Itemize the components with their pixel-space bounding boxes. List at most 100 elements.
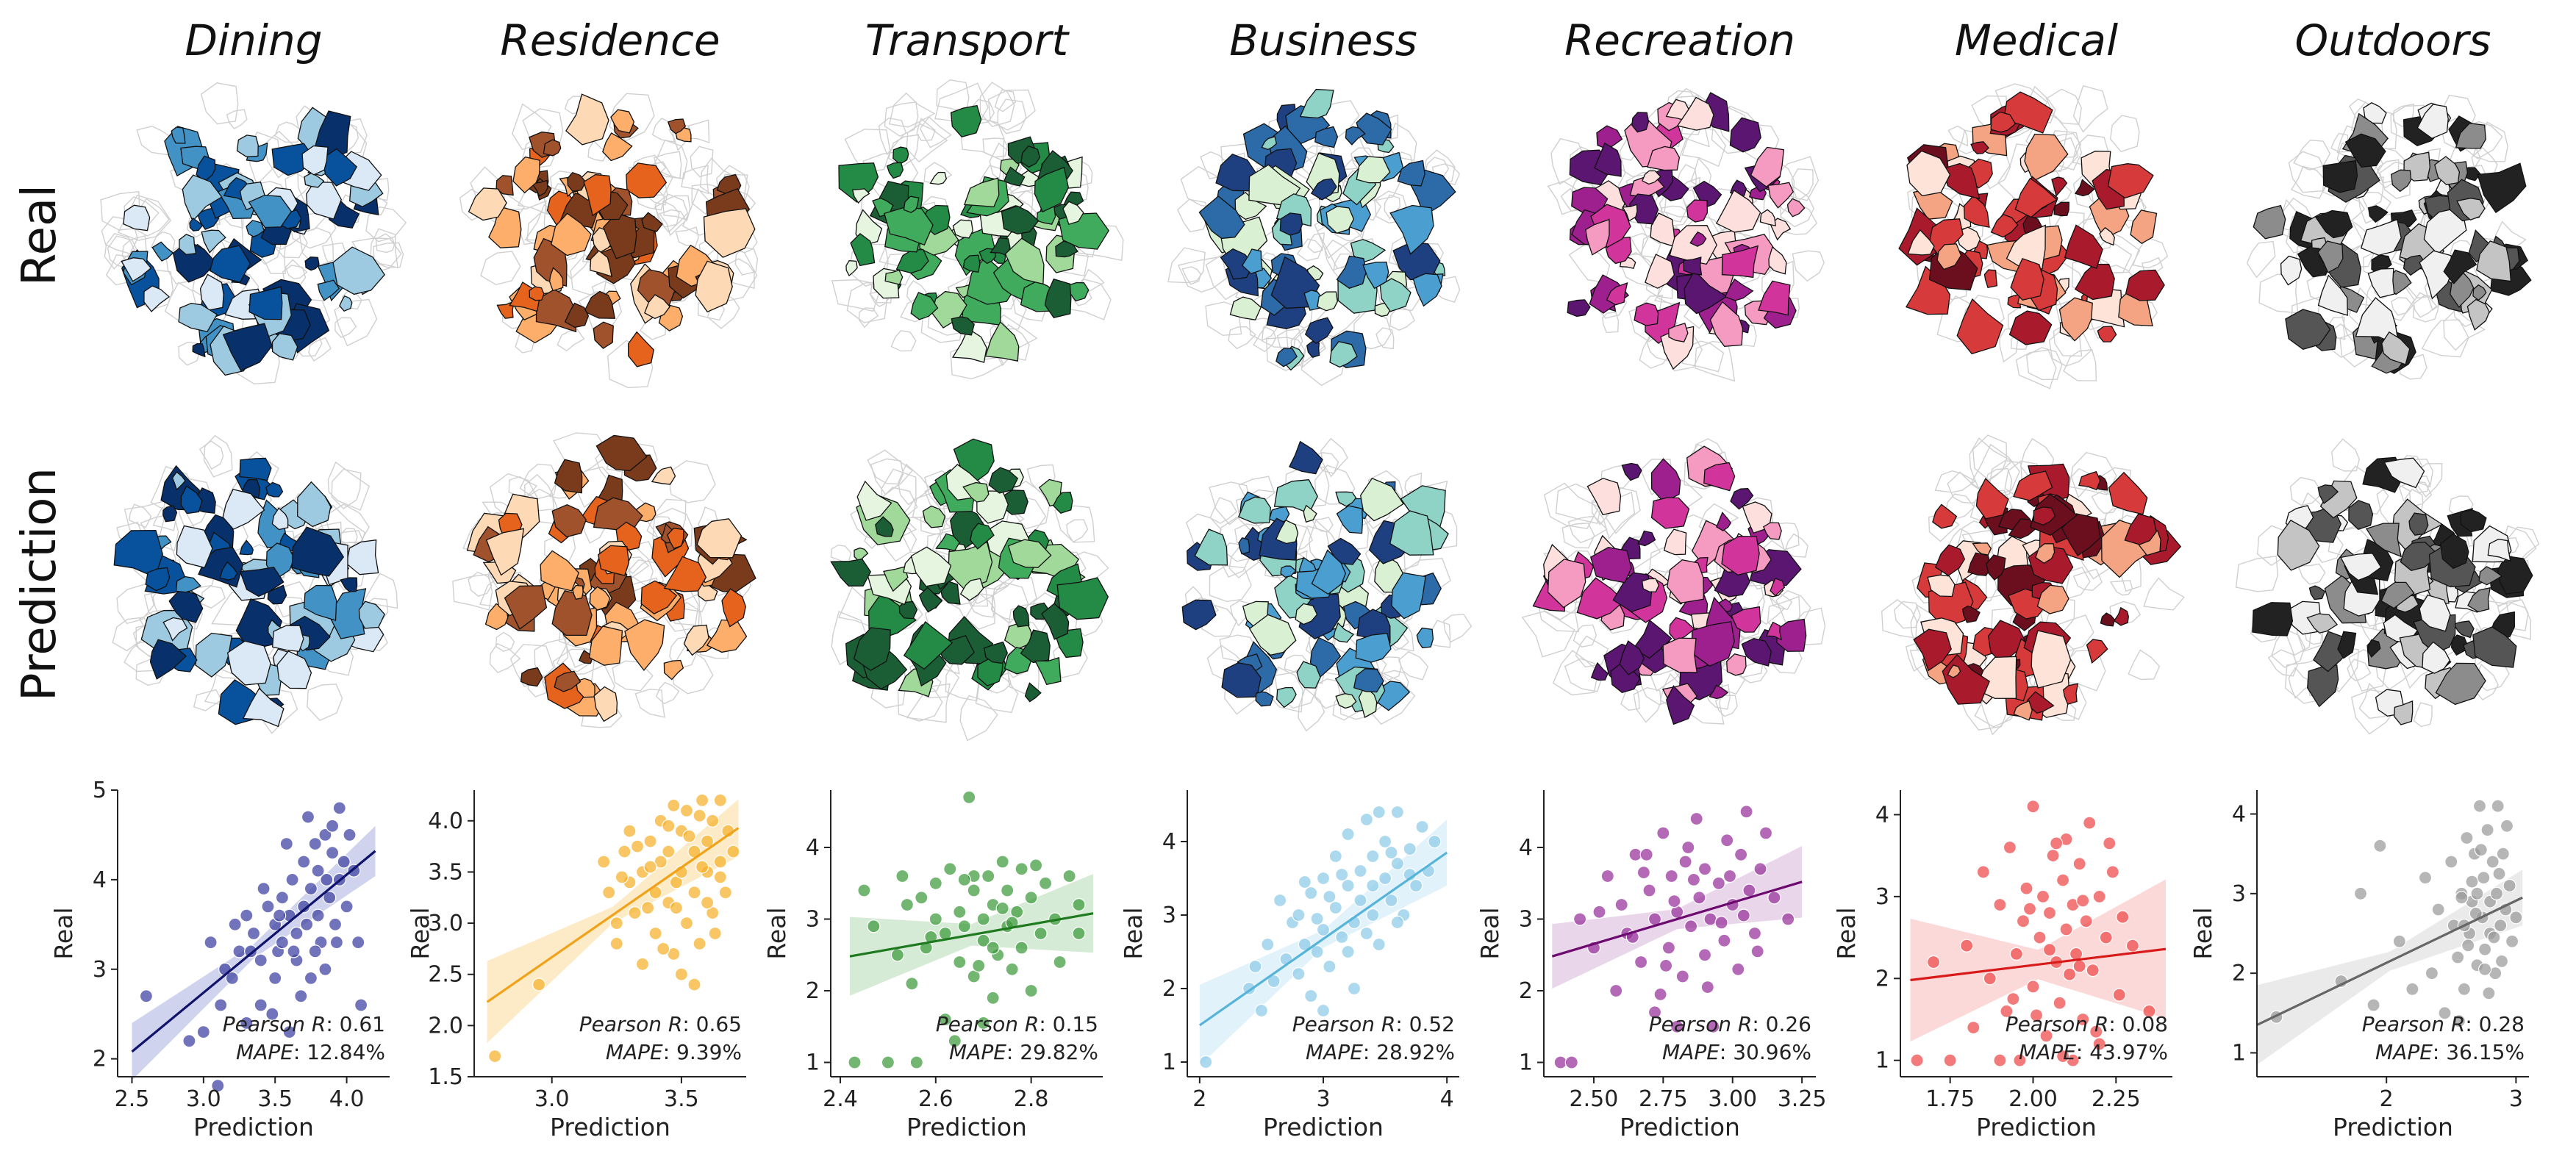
map-outline-cell <box>2391 297 2414 316</box>
map-outline-cell <box>858 307 879 329</box>
data-point <box>643 834 657 848</box>
data-point <box>2009 947 2023 961</box>
data-point <box>1742 883 1756 897</box>
y-axis-label: Real <box>1119 907 1148 959</box>
y-tick-label: 1 <box>2232 1041 2246 1066</box>
data-point <box>1639 847 1653 861</box>
mape-annotation: MAPE: 9.39% <box>606 1040 742 1064</box>
map-region <box>2348 500 2374 530</box>
map-region <box>918 587 943 613</box>
x-tick-label: 2.4 <box>823 1086 858 1112</box>
data-point <box>1378 871 1392 886</box>
map-region <box>1275 519 1299 545</box>
map-business-real <box>1167 88 1461 387</box>
map-outline-cell <box>2347 659 2372 681</box>
map-outline-cell <box>1177 198 1211 233</box>
data-point <box>700 896 715 910</box>
data-point <box>1292 908 1306 922</box>
mape-annotation: MAPE: 30.96% <box>1662 1040 1811 1064</box>
data-point <box>1390 856 1405 871</box>
x-tick-label: 3.00 <box>1708 1086 1757 1112</box>
map-region <box>884 207 934 246</box>
data-point <box>2353 886 2368 900</box>
map-outline-cell <box>112 617 155 652</box>
map-region <box>2285 309 2331 351</box>
map-region <box>663 659 684 681</box>
data-point <box>981 869 995 883</box>
data-point <box>1967 1020 1981 1035</box>
map-region <box>2058 297 2093 342</box>
data-point <box>687 886 701 900</box>
map-region <box>2008 310 2053 345</box>
map-region <box>2422 641 2451 674</box>
map-outline-cell <box>2288 151 2326 193</box>
y-tick-label: 4.0 <box>428 808 463 834</box>
map-outline-cell <box>890 330 917 352</box>
map-region <box>121 257 152 282</box>
data-point <box>2092 889 2106 904</box>
y-tick-label: 4 <box>1162 829 1176 855</box>
x-tick-label: 2.8 <box>1014 1086 1049 1112</box>
data-point <box>1642 883 1656 897</box>
map-region <box>239 457 272 481</box>
map-region <box>695 260 733 313</box>
map-region <box>267 584 287 605</box>
map-region <box>304 172 325 188</box>
map-region <box>332 246 386 295</box>
map-region <box>1276 686 1297 709</box>
map-region <box>579 650 593 664</box>
map-region <box>236 135 259 157</box>
map-region <box>242 687 285 728</box>
y-tick-label: 2 <box>806 978 820 1004</box>
map-region <box>2008 518 2037 539</box>
map-region <box>1759 209 1776 226</box>
data-point <box>304 971 318 986</box>
map-region <box>593 686 618 722</box>
data-point <box>2076 1012 2090 1027</box>
map-region <box>468 187 507 221</box>
data-point <box>1714 916 1728 930</box>
trend-line <box>486 827 740 1003</box>
x-tick-label: 4 <box>1440 1086 1454 1112</box>
map-region <box>1007 539 1052 568</box>
map-region <box>2280 255 2303 286</box>
data-point <box>693 808 706 822</box>
data-point <box>1034 926 1048 941</box>
map-region <box>162 505 178 523</box>
trend-line <box>1198 851 1448 1027</box>
map-region <box>2487 538 2511 562</box>
data-point <box>867 919 881 933</box>
data-point <box>351 936 365 950</box>
map-region <box>2450 634 2468 656</box>
map-region <box>1248 614 1297 656</box>
map-region <box>485 528 525 576</box>
data-point <box>623 824 637 838</box>
map-region <box>2365 523 2402 558</box>
x-tick-label: 3 <box>2509 1086 2523 1112</box>
y-axis-label: Real <box>49 907 78 959</box>
map-outline-cell <box>587 140 608 162</box>
data-point <box>1366 878 1380 893</box>
x-tick-label: 2 <box>2380 1086 2394 1112</box>
map-region <box>2467 587 2491 613</box>
map-outline-cell <box>1947 125 1969 147</box>
map-region <box>1198 196 1245 240</box>
data-point <box>1254 1003 1269 1018</box>
y-axis-label: Real <box>1832 907 1861 959</box>
map-outline-cell <box>1521 611 1575 658</box>
column-title-business: Business <box>1229 15 1417 65</box>
map-region <box>2003 91 2053 134</box>
x-tick-label: 3.5 <box>257 1086 293 1112</box>
map-region <box>182 174 223 222</box>
data-point <box>1664 869 1678 883</box>
confidence-band <box>2257 869 2523 1065</box>
map-region <box>1012 605 1030 628</box>
map-region <box>189 217 204 232</box>
map-region <box>265 481 284 498</box>
map-outline-cell <box>1784 533 1808 558</box>
data-point <box>214 998 228 1012</box>
data-point <box>1316 922 1331 937</box>
map-outline-cell <box>844 129 891 173</box>
data-point <box>700 834 715 848</box>
map-region <box>651 466 676 485</box>
